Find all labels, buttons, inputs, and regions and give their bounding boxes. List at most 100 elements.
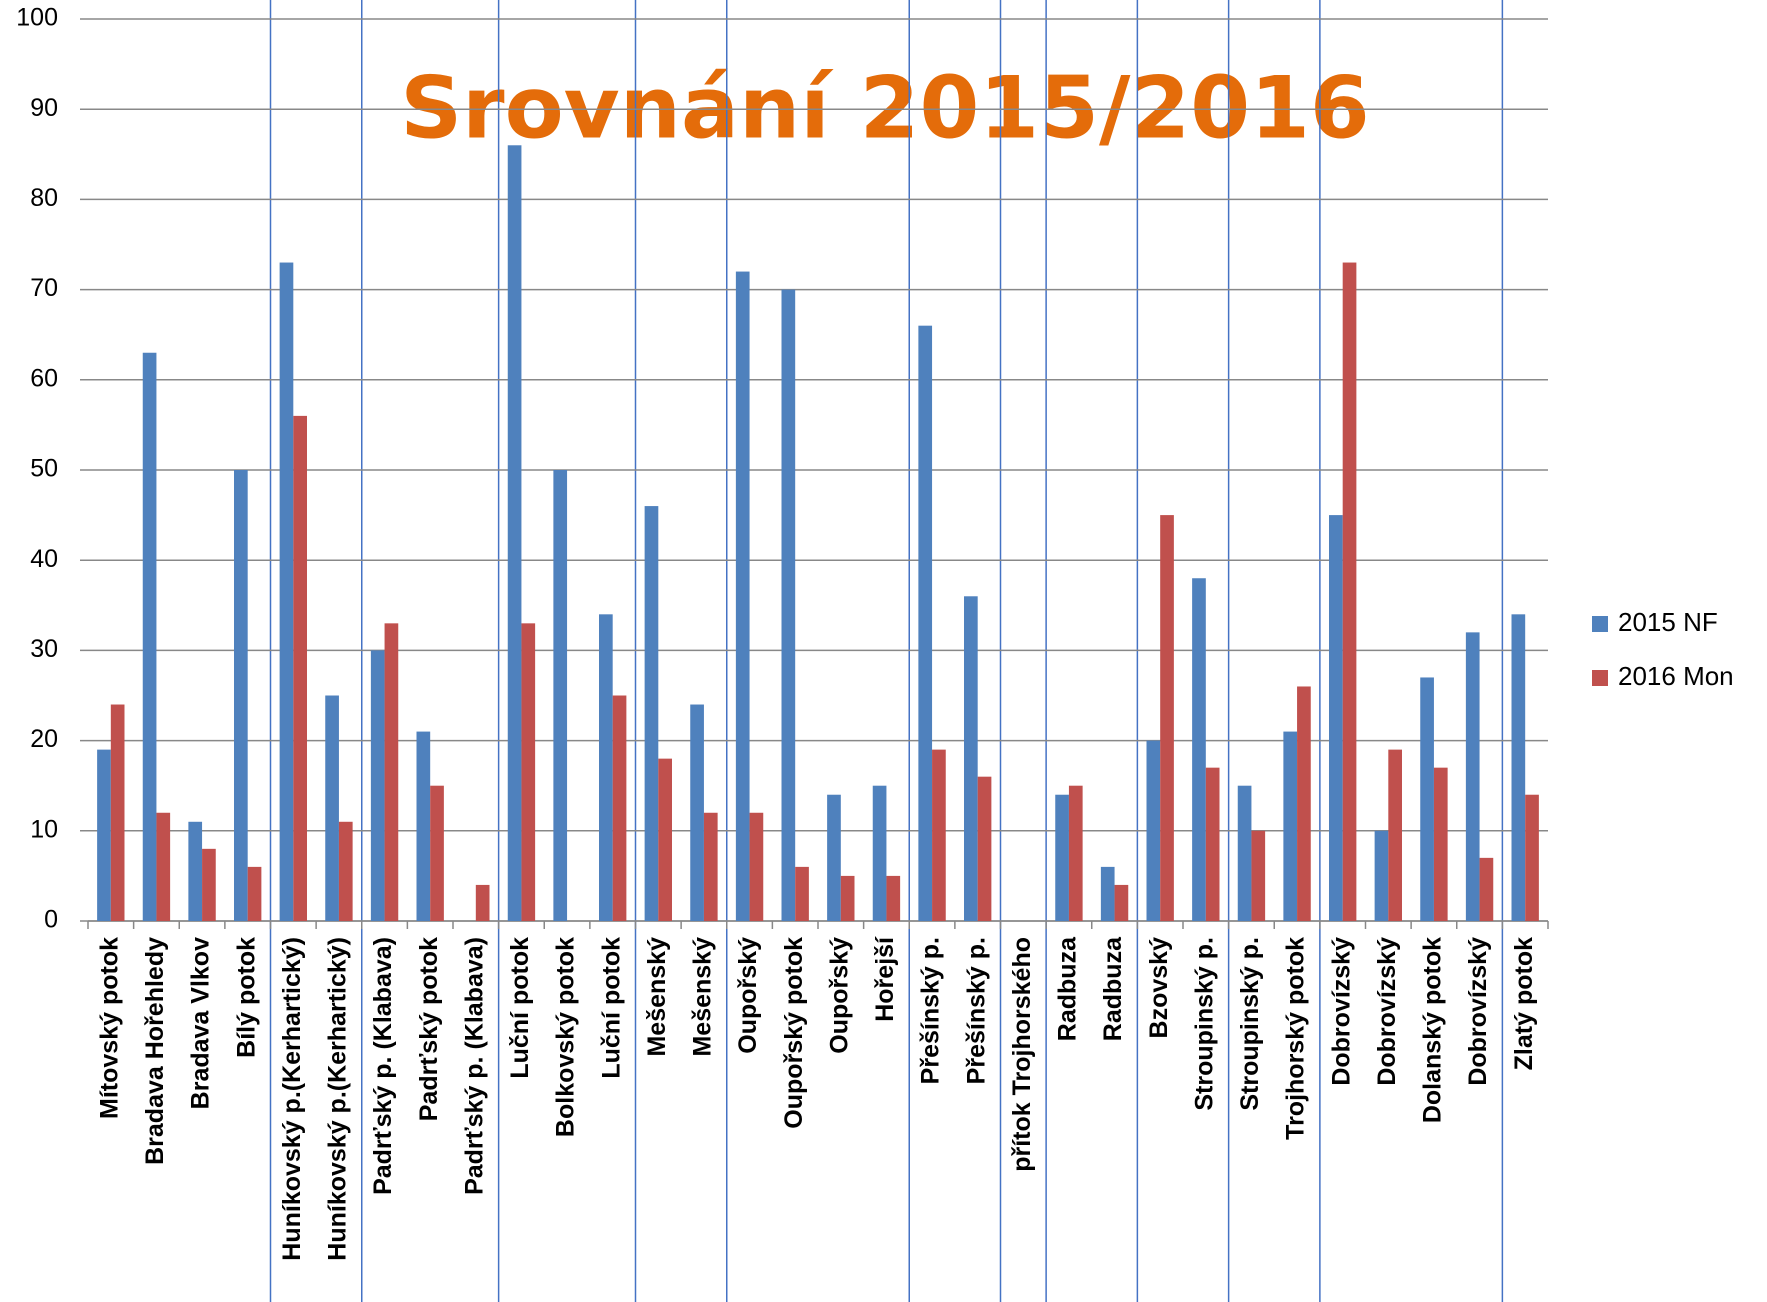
- y-tick-label: 0: [44, 906, 58, 934]
- y-tick-label: 70: [30, 274, 58, 302]
- bar: [749, 812, 764, 921]
- bar: [795, 866, 809, 921]
- bar: [1114, 884, 1129, 921]
- y-tick-label: 30: [30, 635, 58, 663]
- bar: [430, 785, 444, 921]
- y-tick-label: 80: [30, 184, 58, 212]
- bar: [1525, 794, 1539, 921]
- y-tick-label: 100: [16, 4, 58, 32]
- x-tick-label: Dobrovízský: [1327, 937, 1355, 1086]
- bar: [234, 470, 248, 921]
- bar: [599, 614, 613, 921]
- x-tick-label: Stroupinský p.: [1236, 937, 1264, 1111]
- bar: [279, 262, 294, 921]
- x-tick-label: Padrťský potok: [415, 937, 443, 1121]
- bar: [1329, 515, 1343, 921]
- bar: [156, 812, 171, 921]
- bar: [338, 821, 353, 921]
- bar: [293, 415, 307, 921]
- bar: [977, 776, 992, 921]
- bar: [1055, 794, 1069, 921]
- bar: [1068, 785, 1083, 921]
- bar: [97, 749, 111, 921]
- y-tick-label: 20: [30, 725, 58, 753]
- x-tick-label: Mešenský: [689, 937, 717, 1057]
- bar: [1160, 515, 1174, 921]
- x-tick-label: Padrťský p. (Klabava): [460, 937, 488, 1195]
- x-tick-label: Zlatý potok: [1510, 937, 1538, 1070]
- x-tick-label: Bradava Vlkov: [187, 937, 215, 1109]
- bar: [475, 884, 490, 921]
- bar: [1146, 740, 1161, 921]
- bar: [932, 749, 946, 921]
- x-tick-label: Stroupinský p.: [1190, 937, 1218, 1111]
- x-tick-label: Oupořský: [734, 937, 762, 1054]
- y-tick-label: 10: [30, 815, 58, 843]
- bar: [1465, 632, 1480, 921]
- x-tick-label: Luční potok: [597, 937, 625, 1079]
- bar: [416, 731, 431, 921]
- bar: [1433, 767, 1448, 921]
- bar: [1297, 686, 1311, 921]
- bar: [507, 145, 522, 921]
- bar: [370, 650, 385, 921]
- bar: [840, 875, 855, 921]
- bar: [1374, 830, 1389, 921]
- bar: [612, 695, 627, 921]
- x-tick-label: Huníkovský p.(Kerhartický): [278, 937, 306, 1261]
- x-tick-label: Dolanský potok: [1419, 937, 1447, 1123]
- bar: [142, 352, 157, 921]
- x-tick-label: Padrťský p. (Klabava): [369, 937, 397, 1195]
- x-tick-label: Přešínský p.: [917, 937, 945, 1084]
- bar: [247, 866, 262, 921]
- y-tick-label: 90: [30, 94, 58, 122]
- x-tick-label: Oupořský: [825, 937, 853, 1054]
- x-tick-label: Dobrovízský: [1373, 937, 1401, 1086]
- x-tick-label: Hořejší: [871, 936, 899, 1022]
- x-tick-label: Bílý potok: [232, 937, 260, 1058]
- bar: [1342, 262, 1357, 921]
- bar: [886, 875, 901, 921]
- x-tick-label: Bradava Hořehledy: [141, 937, 169, 1165]
- bar: [1479, 857, 1494, 921]
- bar: [188, 821, 203, 921]
- y-tick-label: 50: [30, 455, 58, 483]
- bar: [521, 623, 536, 921]
- bar: [735, 271, 750, 921]
- bar: [781, 289, 796, 922]
- x-tick-label: Mešenský: [643, 937, 671, 1057]
- x-tick-label: Oupořský potok: [780, 937, 808, 1129]
- x-tick-label: Trojhorský potok: [1282, 937, 1310, 1140]
- bar: [1420, 677, 1434, 921]
- bar: [1511, 614, 1526, 921]
- bar: [964, 596, 978, 921]
- x-tick-label: Bzovský: [1145, 937, 1173, 1039]
- bar: [202, 848, 216, 921]
- bar: [110, 704, 125, 921]
- bar: [1283, 731, 1298, 921]
- x-tick-label: přítok Trojhorského: [1008, 937, 1036, 1172]
- x-tick-label: Bolkovský potok: [552, 937, 580, 1137]
- bar: [918, 325, 933, 921]
- bar: [1388, 749, 1402, 921]
- y-tick-label: 40: [30, 545, 58, 573]
- bar: [1251, 830, 1266, 921]
- bar: [690, 704, 704, 921]
- x-tick-label: Luční potok: [506, 937, 534, 1079]
- bar: [1205, 767, 1220, 921]
- x-tick-label: Radbuza: [1099, 936, 1127, 1041]
- x-tick-label: Mítovský potok: [95, 937, 123, 1119]
- y-tick-label: 60: [30, 364, 58, 392]
- bar: [644, 506, 659, 921]
- bar: [325, 695, 339, 921]
- bar: [827, 794, 841, 921]
- bar: [703, 812, 718, 921]
- legend-label: 2016 Mon: [1618, 661, 1734, 691]
- bar: [1100, 866, 1115, 921]
- x-tick-label: Huníkovský p.(Kerhartický): [324, 937, 352, 1261]
- bar: [658, 758, 672, 921]
- bar: [872, 785, 887, 921]
- bar: [1192, 578, 1206, 921]
- x-tick-label: Dobrovízský: [1464, 937, 1492, 1086]
